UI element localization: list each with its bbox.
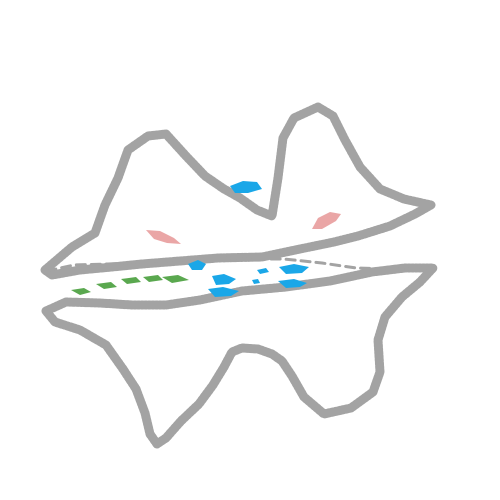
mouth-edge (45, 256, 435, 273)
right-pink-mark (312, 212, 341, 229)
right-blue-mark-a (279, 264, 309, 274)
center-blue-mark-c (208, 287, 239, 297)
green-dash-2 (96, 282, 117, 289)
small-blue-fleck-2 (252, 279, 260, 284)
left-pink-mark (146, 230, 181, 244)
center-blue-mark-a (188, 260, 206, 270)
green-dash-5 (162, 275, 189, 283)
green-dash-1 (71, 288, 91, 295)
right-blue-mark-b (278, 279, 307, 288)
green-dash-3 (121, 277, 141, 284)
lower-jaw-outline (41, 263, 438, 449)
small-blue-fleck-1 (257, 268, 269, 274)
green-dash-4 (143, 275, 163, 282)
center-blue-mark-b (212, 274, 236, 285)
upper-blue-mark (230, 181, 262, 193)
